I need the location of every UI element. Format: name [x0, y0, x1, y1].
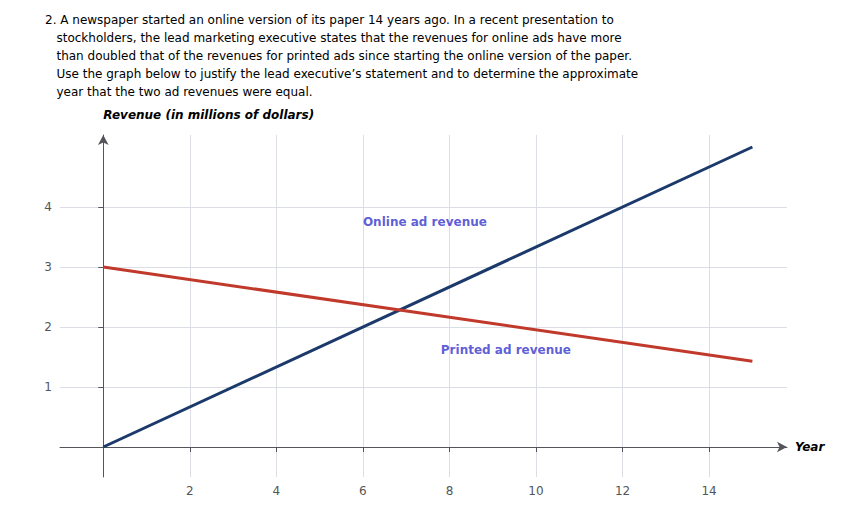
svg-text:1: 1	[44, 380, 52, 394]
svg-text:2. A newspaper started an onli: 2. A newspaper started an online version…	[45, 13, 614, 27]
svg-text:Online ad revenue: Online ad revenue	[363, 215, 487, 229]
svg-text:4: 4	[273, 484, 281, 498]
svg-text:Revenue (in millions of dollar: Revenue (in millions of dollars)	[103, 108, 314, 122]
svg-text:Use the graph below to justify: Use the graph below to justify the lead …	[45, 67, 638, 81]
svg-text:3: 3	[44, 260, 52, 274]
svg-text:4: 4	[44, 200, 52, 214]
svg-text:10: 10	[528, 484, 543, 498]
svg-text:Year: Year	[795, 440, 825, 454]
svg-text:12: 12	[615, 484, 630, 498]
svg-text:2: 2	[186, 484, 194, 498]
svg-text:8: 8	[446, 484, 454, 498]
svg-text:Printed ad revenue: Printed ad revenue	[441, 343, 571, 357]
svg-text:6: 6	[359, 484, 367, 498]
svg-text:2: 2	[44, 320, 52, 334]
svg-text:than doubled that of the reven: than doubled that of the revenues for pr…	[45, 49, 632, 63]
svg-text:stockholders, the lead marketi: stockholders, the lead marketing executi…	[45, 31, 622, 45]
svg-text:14: 14	[701, 484, 716, 498]
svg-text:year that the two ad revenues: year that the two ad revenues were equal…	[45, 85, 313, 99]
